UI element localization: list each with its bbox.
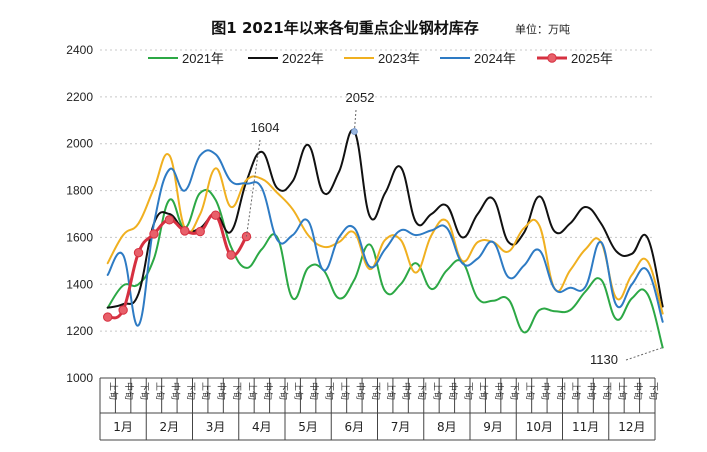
x-subperiod-label: 下旬 [416,382,428,400]
y-tick-label: 2200 [66,90,93,104]
legend-label: 2021年 [182,51,224,66]
annotation-leader [245,139,261,237]
y-tick-label: 1600 [66,230,93,244]
x-subperiod-label: 中旬 [262,382,274,400]
y-tick-label: 2000 [66,137,93,151]
x-month-label: 2月 [160,420,180,434]
data-point-2025年 [103,312,113,322]
data-point-2025年 [164,215,175,225]
x-subperiod-label: 上旬 [478,382,490,400]
legend-marker [547,53,557,63]
x-subperiod-label: 下旬 [277,382,289,400]
x-subperiod-label: 上旬 [246,382,258,400]
annotation-leader [625,347,663,361]
x-subperiod-label: 下旬 [139,382,151,400]
x-subperiod-label: 上旬 [154,382,166,400]
legend-item-2021年: 2021年 [148,51,224,66]
legend-item-2025年: 2025年 [537,51,613,66]
y-tick-label: 1200 [66,324,93,338]
legend-item-2023年: 2023年 [344,51,420,66]
legend-label: 2024年 [474,51,516,66]
x-subperiod-label: 上旬 [570,382,582,400]
x-subperiod-label: 中旬 [447,382,459,400]
series-line-2024年 [106,149,664,327]
data-point-2025年 [210,210,221,220]
series-line-2023年 [106,152,664,315]
x-subperiod-label: 下旬 [509,382,521,400]
x-subperiod-label: 上旬 [293,382,305,400]
x-subperiod-label: 下旬 [324,382,336,400]
x-subperiod-label: 下旬 [462,382,474,400]
x-subperiod-label: 上旬 [431,382,443,400]
y-tick-label: 1400 [66,277,93,291]
x-subperiod-label: 中旬 [539,382,551,400]
x-subperiod-label: 上旬 [339,382,351,400]
x-month-label: 9月 [483,420,503,434]
series-line-2025年 [106,212,248,320]
x-subperiod-label: 中旬 [354,382,366,400]
annotation-leader [353,109,357,132]
x-month-label: 4月 [252,420,272,434]
x-subperiod-label: 下旬 [601,382,613,400]
x-subperiod-label: 上旬 [616,382,628,400]
data-point-2025年 [118,305,128,315]
annotation-label: 2052 [346,90,375,105]
annotation-label: 1604 [251,120,280,135]
legend-item-2022年: 2022年 [248,51,324,66]
legend-item-2024年: 2024年 [440,51,516,66]
x-subperiod-label: 中旬 [493,382,505,400]
legend-label: 2023年 [378,51,420,66]
y-axis: 1000 1200 1400 1600 1800 2000 2200 2400 [66,43,93,385]
data-point-2025年 [133,247,144,258]
x-subperiod-label: 上旬 [524,382,536,400]
x-subperiod-label: 中旬 [308,382,320,400]
x-subperiod-label: 上旬 [108,382,120,400]
x-month-label: 10月 [526,420,553,434]
x-month-label: 11月 [572,420,599,434]
x-month-label: 3月 [206,420,226,434]
x-subperiod-label: 上旬 [200,382,212,400]
legend-label: 2025年 [571,51,613,66]
series-line-2021年 [106,188,664,349]
x-subperiod-label: 中旬 [169,382,181,400]
annotation-marker [350,128,358,135]
annotation-label: 1130 [590,352,618,367]
chart-title: 图1 2021年以来各旬重点企业钢材库存 [211,19,478,37]
y-tick-label: 1000 [66,371,93,385]
x-month-label: 8月 [437,420,457,434]
series-lines [103,129,664,349]
x-subperiod-label: 中旬 [586,382,598,400]
x-month-label: 12月 [618,420,645,434]
legend: 2021年 2022年 2023年 2024年 2025年 [148,51,613,66]
x-month-label: 1月 [113,420,133,434]
data-point-2025年 [226,250,236,260]
x-subperiod-label: 下旬 [231,382,243,400]
x-axis: 上旬 中旬 下旬 上旬 中旬 下旬 上旬 中旬 下旬 上旬 中旬 下旬 上旬 中旬 下旬 上旬 中旬 下旬 上旬 中旬… [99,377,659,441]
data-point-2025年 [195,226,205,237]
x-subperiod-label: 中旬 [216,382,228,400]
x-subperiod-label: 上旬 [385,382,397,400]
x-subperiod-label: 下旬 [555,382,567,400]
data-point-2025年 [180,226,190,236]
x-month-label: 6月 [345,420,365,434]
x-subperiod-label: 下旬 [370,382,382,400]
x-subperiod-label: 中旬 [401,382,413,400]
chart-unit: 单位：万吨 [515,22,570,36]
x-subperiod-label: 中旬 [632,382,644,400]
legend-label: 2022年 [282,51,324,66]
x-subperiod-label: 下旬 [185,382,197,400]
x-subperiod-label: 下旬 [647,382,659,400]
x-subperiod-label: 中旬 [123,382,135,400]
annotations: 1604 2052 1130 [245,90,663,367]
x-month-label: 7月 [391,420,411,434]
x-month-label: 5月 [298,420,318,434]
y-tick-label: 2400 [66,43,93,57]
data-point-2025年 [149,229,159,239]
y-tick-label: 1800 [66,184,93,198]
